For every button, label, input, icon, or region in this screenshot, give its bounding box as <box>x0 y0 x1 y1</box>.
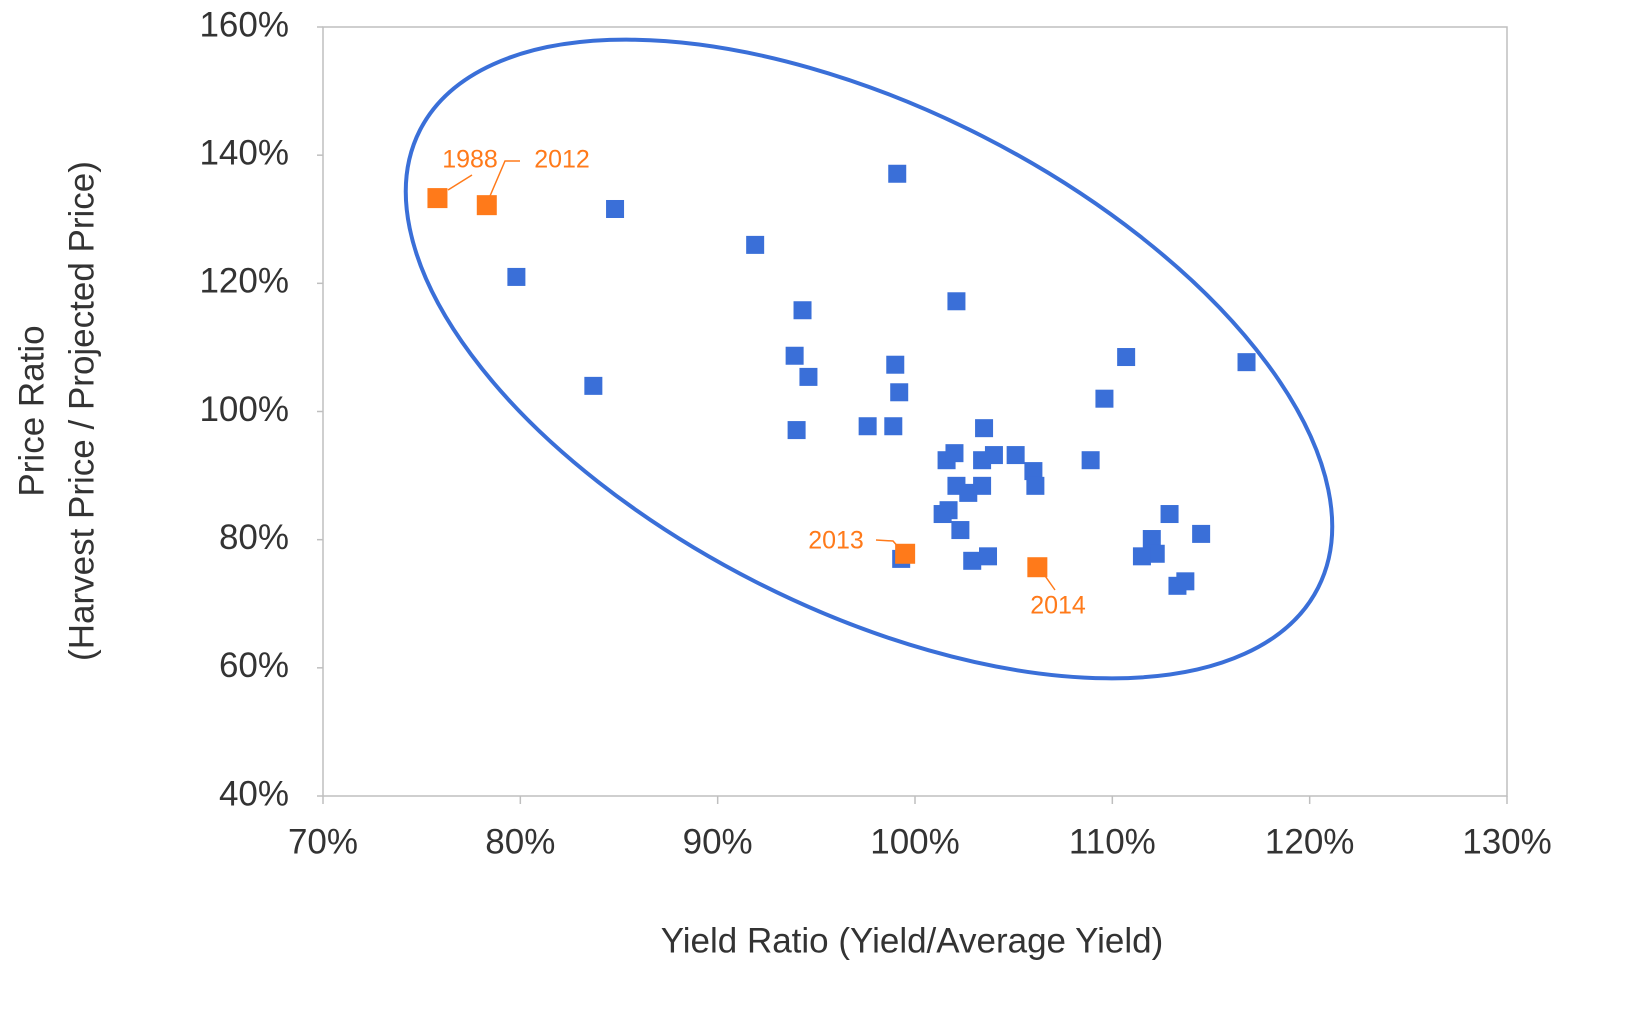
point <box>1146 544 1165 563</box>
y-tick-label: 120% <box>199 262 289 301</box>
annotation: 2014 <box>1030 592 1086 620</box>
point <box>606 199 625 218</box>
x-tick-label: 110% <box>1069 822 1156 861</box>
point <box>787 421 806 440</box>
point <box>890 383 909 402</box>
plot-frame <box>322 26 1508 797</box>
point <box>945 444 964 463</box>
point <box>959 483 978 502</box>
point <box>1026 476 1045 495</box>
point <box>984 446 1003 465</box>
y-axis-title: Price Ratio <box>12 325 51 496</box>
point <box>947 292 966 311</box>
point <box>1006 446 1025 465</box>
point <box>1117 348 1136 367</box>
point <box>1027 557 1048 578</box>
point <box>476 195 497 216</box>
point <box>1176 572 1195 591</box>
annotation: 1988 <box>442 146 498 174</box>
point <box>793 301 812 320</box>
x-tick-label: 130% <box>1462 822 1552 861</box>
y-tick-label: 140% <box>199 133 289 172</box>
point <box>939 501 958 520</box>
point <box>785 346 804 365</box>
annotation: 2012 <box>534 146 590 174</box>
y-tick-label: 100% <box>199 390 289 429</box>
point <box>1132 547 1151 566</box>
x-tick-label: 100% <box>870 822 960 861</box>
point <box>979 547 998 566</box>
y-tick-label: 40% <box>219 774 289 813</box>
point <box>799 367 818 386</box>
point <box>507 267 526 286</box>
point <box>884 417 903 436</box>
y-tick-label: 60% <box>219 646 289 685</box>
point <box>427 188 448 209</box>
point <box>858 417 877 436</box>
y-axis-title: (Harvest Price / Projected Price) <box>62 161 101 661</box>
point <box>1142 530 1161 549</box>
point <box>1237 353 1256 372</box>
y-tick-label: 160% <box>199 5 289 44</box>
cluster-ellipse <box>403 37 1335 681</box>
point <box>746 235 765 254</box>
point <box>1024 462 1043 481</box>
point <box>1192 524 1211 543</box>
point <box>1081 451 1100 470</box>
point <box>1160 505 1179 524</box>
x-tick-label: 80% <box>485 822 555 861</box>
x-tick-label: 90% <box>683 822 753 861</box>
annotation: 2013 <box>808 527 864 555</box>
leader <box>489 160 520 197</box>
point <box>886 355 905 374</box>
y-tick-label: 80% <box>219 518 289 557</box>
leader <box>447 174 473 191</box>
x-tick-label: 120% <box>1265 822 1355 861</box>
x-tick-label: 70% <box>288 822 358 861</box>
point <box>895 543 916 564</box>
point <box>584 376 603 395</box>
point <box>951 521 970 540</box>
point <box>888 164 907 183</box>
point <box>1095 389 1114 408</box>
x-axis-title: Yield Ratio (Yield/Average Yield) <box>661 921 1164 960</box>
point <box>963 551 982 570</box>
point <box>973 476 992 495</box>
point <box>975 419 994 438</box>
